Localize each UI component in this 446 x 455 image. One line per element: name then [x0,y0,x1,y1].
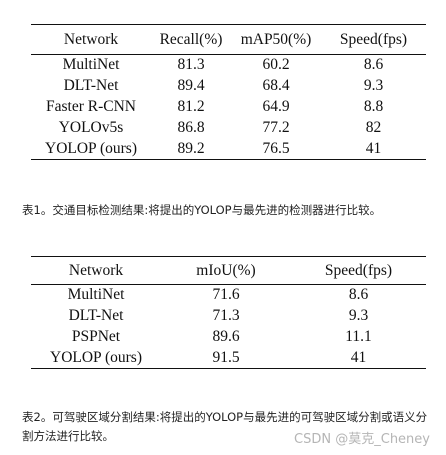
header-miou: mIoU(%) [196,261,256,279]
cell-speed: 8.6 [363,56,384,74]
header-network: Network [63,30,119,48]
segmentation-results-table: Network mIoU(%) Speed(fps) MultiNet 71.6… [31,256,426,369]
table-row: YOLOP (ours) 91.5 41 [31,348,426,369]
cell-recall: 81.3 [177,56,205,74]
cell-speed: 9.3 [363,77,384,94]
cell-map50: 76.5 [262,139,290,157]
table-header-row: Network mIoU(%) Speed(fps) [31,257,426,285]
cell-miou: 91.5 [212,348,240,366]
table-row: Faster R-CNN 81.2 64.9 8.8 [31,97,426,118]
cell-network: DLT-Net [68,307,124,324]
cell-speed: 9.3 [348,307,369,324]
cell-network: MultiNet [62,56,120,74]
cell-miou: 71.3 [212,307,240,324]
table-row: DLT-Net 71.3 9.3 [31,306,426,327]
cell-map50: 68.4 [262,77,290,94]
header-recall: Recall(%) [159,30,223,48]
cell-speed: 8.8 [363,98,384,115]
watermark: CSDN @莫克_Cheney [294,432,430,447]
cell-recall: 89.4 [177,77,205,94]
cell-network: DLT-Net [63,77,119,94]
cell-miou: 71.6 [212,286,240,304]
cell-speed: 8.6 [348,286,369,304]
detection-results-table: Network Recall(%) mAP50(%) Speed(fps) Mu… [31,24,426,160]
table-row: PSPNet 89.6 11.1 [31,327,426,348]
table-row: MultiNet 71.6 8.6 [31,285,426,306]
table1-caption: 表1。交通目标检测结果:将提出的YOLOP与最先进的检测器进行比较。 [22,203,382,217]
cell-network: PSPNet [71,328,121,345]
cell-speed: 82 [365,119,382,136]
cell-network: YOLOP (ours) [45,139,137,157]
cell-miou: 89.6 [212,328,240,345]
cell-network: YOLOv5s [58,119,124,136]
table-row: DLT-Net 89.4 68.4 9.3 [31,76,426,97]
cell-speed: 41 [365,139,382,157]
cell-recall: 86.8 [177,119,205,136]
table2-caption: 表2。可驾驶区域分割结果:将提出的YOLOP与最先进的可驾驶区域分割或语义分割方… [22,410,428,443]
table-row: MultiNet 81.3 60.2 8.6 [31,55,426,76]
cell-map50: 77.2 [262,119,290,136]
cell-network: YOLOP (ours) [50,348,142,366]
header-speed: Speed(fps) [324,261,393,279]
cell-map50: 60.2 [262,56,290,74]
table-row: YOLOP (ours) 89.2 76.5 41 [31,139,426,160]
cell-network: MultiNet [67,286,125,304]
cell-recall: 81.2 [177,98,205,115]
cell-speed: 41 [350,348,367,366]
cell-map50: 64.9 [262,98,290,115]
cell-network: Faster R-CNN [46,98,136,115]
cell-recall: 89.2 [177,139,205,157]
header-network: Network [68,261,124,279]
header-speed: Speed(fps) [339,30,408,48]
header-map50: mAP50(%) [240,30,312,48]
table-row: YOLOv5s 86.8 77.2 82 [31,118,426,139]
cell-speed: 11.1 [345,328,372,345]
table-header-row: Network Recall(%) mAP50(%) Speed(fps) [31,25,426,55]
